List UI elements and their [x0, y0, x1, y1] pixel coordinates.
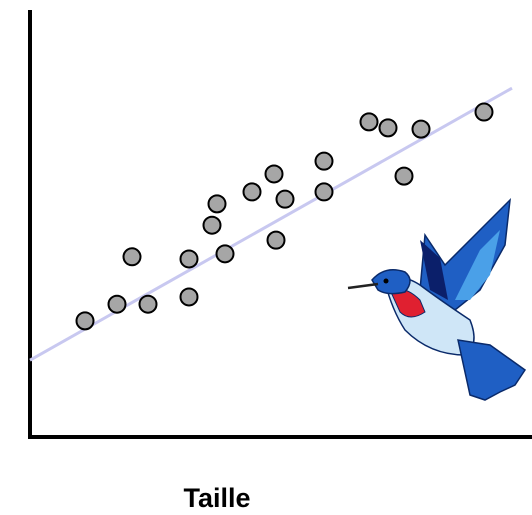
data-point — [413, 121, 430, 138]
hummingbird — [348, 200, 525, 400]
data-point — [476, 104, 493, 121]
data-point — [109, 296, 126, 313]
data-point — [181, 250, 198, 267]
data-point — [77, 312, 94, 329]
data-point — [361, 113, 378, 130]
data-point — [268, 232, 285, 249]
page: {"chart_data": {"type": "scatter", "x_la… — [0, 0, 532, 515]
data-point — [266, 165, 283, 182]
data-point — [396, 168, 413, 185]
data-point — [217, 245, 234, 262]
data-point — [277, 191, 294, 208]
x-axis-label: Taille — [183, 483, 250, 513]
data-point — [181, 288, 198, 305]
data-point — [140, 296, 157, 313]
data-point — [204, 217, 221, 234]
data-point — [244, 183, 261, 200]
chart: Taille — [0, 0, 532, 515]
data-point — [124, 248, 141, 265]
data-point — [316, 153, 333, 170]
data-point — [380, 119, 397, 136]
data-point — [316, 183, 333, 200]
data-point — [209, 195, 226, 212]
